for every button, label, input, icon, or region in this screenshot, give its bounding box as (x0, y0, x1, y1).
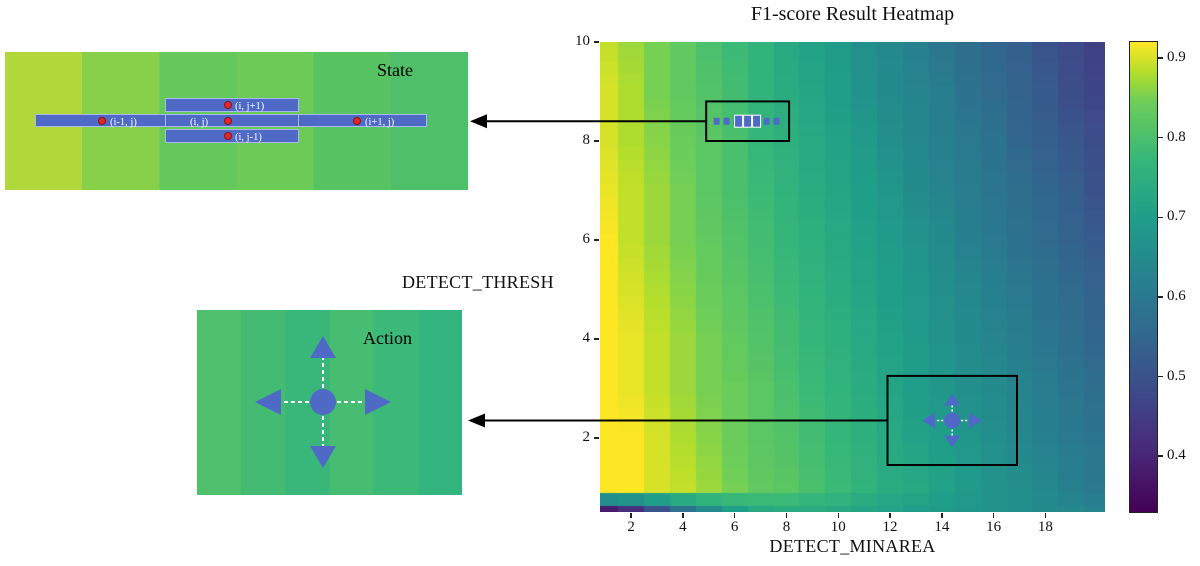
colorbar-tick-mark (1158, 136, 1163, 139)
y-tick-label: 8 (582, 131, 591, 148)
x-tick-label: 6 (730, 519, 739, 535)
y-tick-mark (594, 437, 599, 439)
state-cell-label-up: (i, j+1) (235, 101, 265, 112)
chart-title: F1-score Result Heatmap (750, 3, 955, 25)
x-tick-label: 4 (679, 519, 687, 535)
colorbar-tick-label: 0.8 (1167, 128, 1186, 145)
x-tick-mark (889, 513, 891, 518)
state-cell-center-box (165, 114, 299, 127)
x-tick-mark (941, 513, 943, 518)
x-tick-mark (630, 513, 632, 518)
state-cell-label-right: (i+1, j) (365, 117, 395, 128)
state-inset-title: State (377, 60, 413, 80)
colorbar-tick-mark (1158, 216, 1163, 218)
x-tick-label: 8 (782, 519, 791, 535)
x-tick-label: 2 (627, 519, 635, 535)
agent-position-dot (310, 389, 336, 415)
x-tick-label: 12 (882, 519, 898, 535)
x-tick-label: 18 (1037, 519, 1053, 535)
state-dot-up (224, 101, 232, 109)
left-arrow-icon (255, 389, 281, 415)
up-arrow-icon (310, 336, 336, 358)
action-inset-panel: Action (197, 310, 462, 495)
y-tick-mark (594, 338, 599, 340)
x-axis-title: DETECT_MINAREA (769, 536, 936, 556)
x-tick-mark (992, 513, 995, 518)
y-tick-label: 4 (582, 329, 591, 346)
x-tick-label: 10 (830, 519, 846, 535)
state-inset-panel: State (i-1, j) (i, j) (i+1, j) (i, j+1) … (5, 52, 468, 190)
down-arrow-icon (310, 446, 336, 468)
colorbar (1129, 41, 1158, 513)
colorbar-tick-mark (1158, 57, 1163, 59)
y-tick-mark (594, 41, 599, 43)
action-arrowhead-icon (468, 413, 485, 428)
colorbar-tick-mark (1158, 296, 1163, 298)
state-dot-down (224, 132, 232, 140)
state-arrowhead-icon (470, 114, 487, 129)
x-tick-mark (1044, 513, 1047, 518)
state-dot-right (353, 117, 361, 125)
state-cell-label-left: (i-1, j) (110, 117, 137, 128)
x-tick-mark (733, 513, 736, 518)
colorbar-tick-label: 0.5 (1167, 367, 1186, 384)
state-cell-label-center: (i, j) (190, 117, 209, 128)
x-tick-mark (785, 513, 788, 518)
x-tick-mark (837, 513, 839, 518)
colorbar-tick-label: 0.9 (1167, 48, 1186, 65)
right-arrow-icon (365, 389, 391, 415)
y-tick-label: 10 (575, 33, 590, 49)
action-inset-title: Action (363, 328, 412, 348)
colorbar-tick-label: 0.4 (1167, 447, 1186, 464)
y-tick-mark (594, 140, 599, 142)
x-tick-mark (682, 513, 684, 518)
state-cell-down-box (165, 129, 299, 143)
colorbar-tick-label: 0.7 (1167, 208, 1186, 225)
state-dot-center (224, 117, 232, 125)
colorbar-tick-mark (1158, 375, 1163, 378)
state-cell-label-down: (i, j-1) (235, 132, 262, 143)
x-tick-label: 16 (986, 519, 1002, 535)
colorbar-tick-label: 0.6 (1167, 287, 1186, 304)
colorbar-canvas (1130, 42, 1157, 512)
y-tick-label: 6 (582, 230, 591, 247)
state-dot-left (98, 117, 106, 125)
x-tick-label: 14 (934, 519, 950, 535)
y-axis-title: DETECT_THRESH (402, 272, 554, 292)
y-tick-label: 2 (582, 428, 591, 445)
action-arrows-diagram (255, 336, 391, 468)
colorbar-tick-mark (1158, 455, 1163, 457)
y-tick-mark (594, 239, 599, 241)
state-cell-up-box (165, 98, 299, 112)
heatmap-canvas (600, 42, 1105, 512)
